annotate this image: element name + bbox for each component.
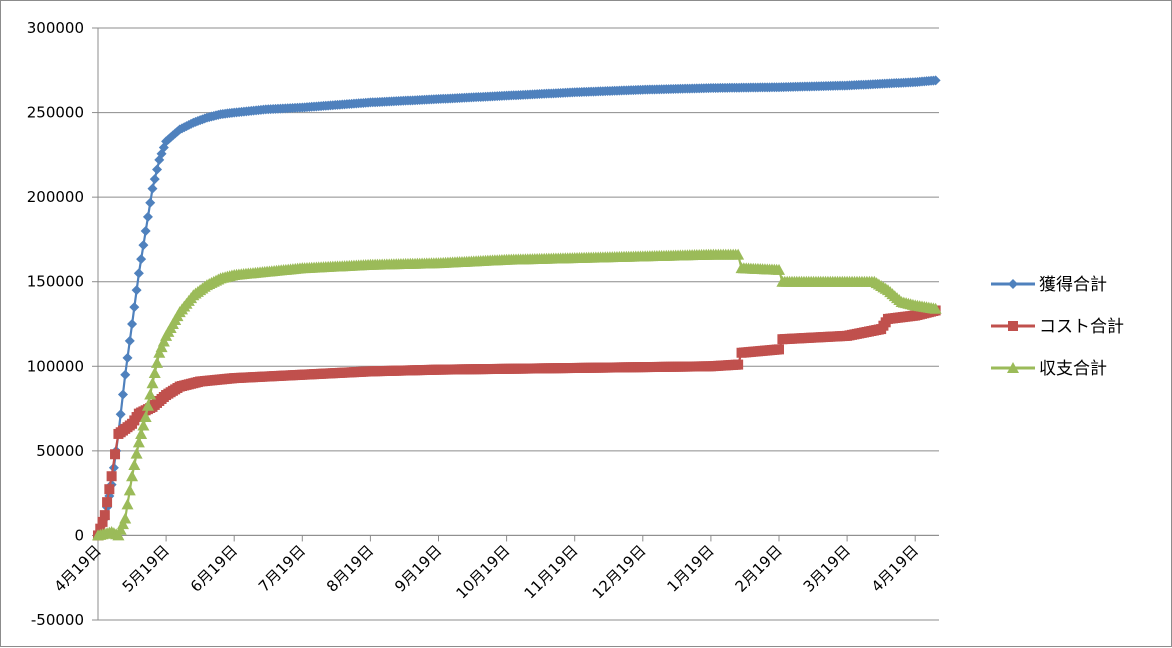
data-point — [119, 512, 132, 524]
data-point — [930, 75, 941, 86]
legend-label: 収支合計 — [1039, 359, 1107, 379]
data-point — [733, 359, 744, 370]
data-point — [147, 183, 158, 194]
series-line — [96, 309, 936, 536]
y-tick-label: 250000 — [27, 104, 84, 122]
y-tick-label: 150000 — [27, 273, 84, 291]
x-tick-label: 5月19日 — [119, 542, 173, 596]
data-point — [102, 497, 113, 508]
series-2 — [93, 305, 941, 541]
legend-swatch-marker — [1007, 362, 1019, 373]
x-tick-label: 12月19日 — [589, 542, 650, 603]
y-tick-label: -50000 — [31, 611, 84, 629]
data-point — [155, 341, 168, 353]
data-point — [123, 484, 136, 496]
y-tick-label: 100000 — [27, 357, 84, 375]
data-point — [142, 211, 153, 222]
data-point — [144, 388, 157, 400]
x-tick-label: 10月19日 — [452, 542, 513, 603]
data-point — [157, 335, 170, 347]
data-point — [115, 409, 126, 420]
data-point — [116, 518, 129, 530]
legend-swatch-marker — [1008, 321, 1018, 331]
data-point — [145, 197, 156, 208]
series-line — [96, 79, 936, 536]
data-point — [773, 263, 785, 275]
data-point — [152, 164, 163, 175]
data-point — [104, 484, 115, 495]
x-tick-label: 4月19日 — [51, 542, 105, 596]
data-point — [774, 344, 784, 355]
legend-item: 収支合計 — [991, 359, 1107, 379]
data-point — [128, 458, 141, 470]
series-1 — [93, 75, 941, 541]
data-point — [141, 399, 154, 411]
legend-swatch-marker — [1008, 279, 1018, 289]
data-point — [132, 436, 145, 448]
data-point — [121, 498, 134, 510]
x-tick-label: 1月19日 — [664, 542, 718, 596]
data-point — [95, 523, 106, 534]
data-point — [149, 174, 160, 185]
data-point — [120, 369, 131, 380]
data-point — [112, 529, 125, 541]
data-point — [126, 470, 139, 482]
data-point — [151, 356, 164, 368]
x-tick-label: 7月19日 — [255, 542, 309, 596]
y-tick-label: 0 — [74, 526, 84, 544]
data-point — [139, 411, 152, 423]
data-point — [97, 516, 108, 527]
data-point — [137, 419, 150, 431]
data-point — [148, 367, 161, 379]
data-point — [929, 302, 942, 314]
data-point — [106, 471, 117, 482]
x-tick-label: 3月19日 — [800, 542, 854, 596]
data-point — [122, 352, 133, 363]
y-tick-label: 200000 — [27, 188, 84, 206]
y-tick-label: 50000 — [36, 442, 84, 460]
legend-item: 獲得合計 — [991, 275, 1107, 295]
data-point — [130, 447, 143, 459]
data-point — [124, 335, 135, 346]
y-axis-tick-labels: -50000 0 50000 100000 150000 200000 250000 3000… — [27, 19, 84, 629]
data-point — [127, 319, 138, 329]
legend-label: コスト合計 — [1039, 317, 1124, 337]
data-point — [117, 389, 128, 400]
y-tick-label: 300000 — [27, 19, 84, 37]
series-line — [97, 253, 936, 537]
x-tick-label: 9月19日 — [391, 542, 445, 596]
series-lines — [92, 75, 942, 541]
data-point — [129, 302, 140, 313]
series-3 — [92, 248, 942, 541]
data-point — [135, 427, 148, 439]
data-point — [153, 346, 166, 358]
data-point — [114, 523, 127, 535]
x-tick-label: 6月19日 — [187, 542, 241, 596]
x-tick-label: 4月19日 — [868, 542, 922, 596]
data-point — [131, 285, 142, 296]
legend-item: コスト合計 — [991, 317, 1124, 337]
data-point — [136, 254, 147, 265]
x-tick-label: 11月19日 — [521, 542, 582, 603]
x-axis-tick-labels: 4月19日 5月19日 6月19日 7月19日 8月19日 9月19日 10月19日 11月1… — [51, 542, 922, 603]
x-tick-label: 8月19日 — [323, 542, 377, 596]
data-point — [133, 268, 144, 279]
data-point — [138, 240, 149, 251]
data-point — [140, 225, 151, 236]
legend-label: 獲得合計 — [1039, 275, 1107, 295]
data-point — [110, 449, 121, 460]
data-point — [146, 377, 159, 389]
data-point — [99, 510, 110, 521]
x-tick-label: 2月19日 — [732, 542, 786, 596]
data-point — [732, 248, 745, 260]
